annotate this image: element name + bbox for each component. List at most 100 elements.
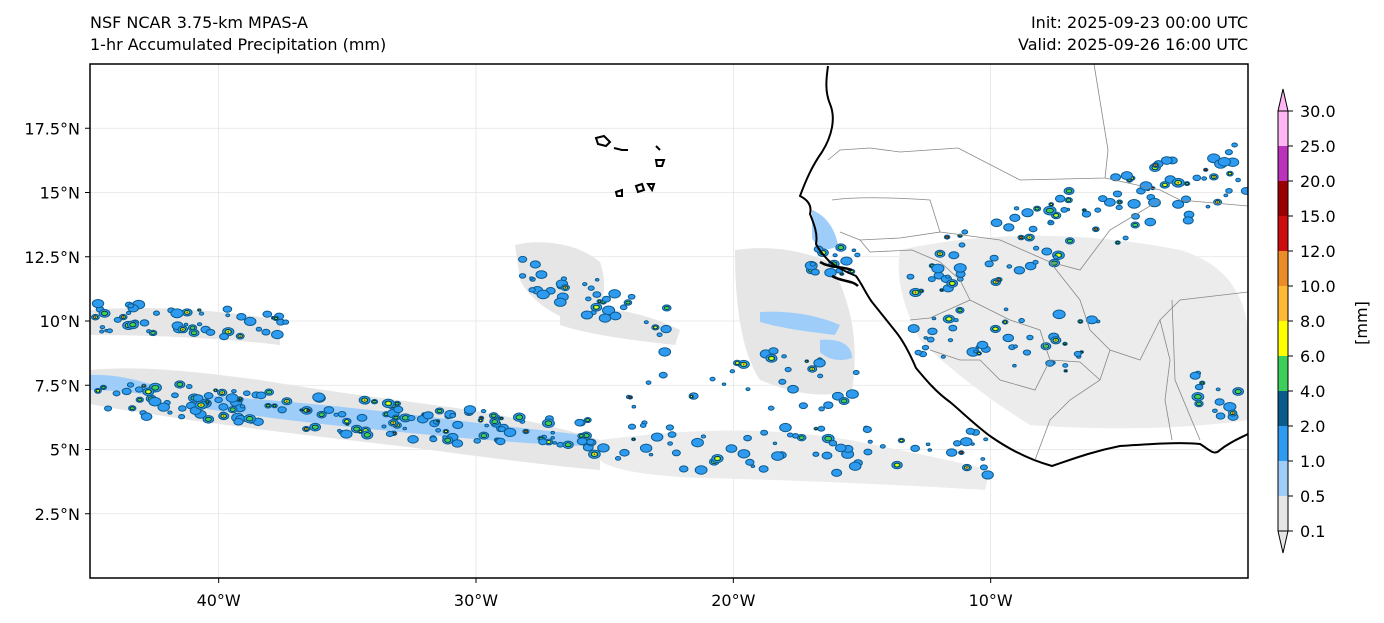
- precip-cell: [574, 419, 585, 426]
- precip-cell-contour: [1112, 190, 1123, 198]
- precip-cell-contour: [787, 384, 799, 394]
- precip-cell: [907, 274, 914, 280]
- precip-cell: [658, 347, 671, 357]
- precip-cell-contour: [1240, 187, 1248, 195]
- precip-cell: [640, 444, 652, 453]
- precip-cell: [811, 269, 820, 276]
- precip-cell: [1183, 216, 1194, 225]
- precip-cell-core: [690, 396, 693, 398]
- precip-cell-contour: [1006, 264, 1013, 269]
- precip-cell-contour: [854, 252, 861, 258]
- precip-cell: [835, 444, 847, 452]
- precip-cell-contour: [818, 406, 825, 412]
- precip-cell-contour: [170, 308, 184, 319]
- precip-cell: [1053, 255, 1058, 259]
- precip-cell: [667, 441, 673, 446]
- precip-cell-core: [564, 442, 572, 448]
- precip-cell-core: [480, 433, 487, 438]
- precip-cell: [122, 388, 132, 395]
- precip-cell-contour: [128, 405, 137, 412]
- precip-cell-contour: [927, 327, 938, 336]
- precip-cell: [785, 367, 792, 372]
- precip-cell-contour: [810, 268, 820, 276]
- precip-cell-contour: [817, 373, 824, 379]
- precip-cell-contour: [953, 263, 967, 273]
- precip-cell-contour: [934, 249, 946, 258]
- precip-cell: [745, 459, 754, 466]
- precip-cell: [981, 470, 994, 479]
- precip-cell-core: [222, 415, 225, 417]
- precip-cell-contour: [233, 417, 244, 426]
- precip-cell-contour: [1180, 195, 1192, 204]
- precip-cell-core: [394, 402, 400, 406]
- lon-tick-label: 30°W: [454, 591, 498, 610]
- precip-cell-contour: [1009, 213, 1021, 222]
- precip-cell: [312, 392, 325, 402]
- precip-cell-core: [564, 286, 567, 289]
- precip-cell-contour: [1144, 217, 1157, 227]
- precip-cell-contour: [148, 396, 162, 407]
- precip-cell: [518, 256, 527, 263]
- precip-cell-contour: [813, 358, 826, 368]
- precip-cell-contour: [219, 332, 229, 341]
- precip-cell: [186, 384, 193, 389]
- precip-cell-core: [1064, 369, 1067, 372]
- precip-cell: [946, 448, 957, 457]
- precip-cell-contour: [781, 354, 787, 359]
- precip-cell-core: [654, 326, 657, 329]
- colorbar-extend-min: [1277, 530, 1289, 554]
- precip-cell: [127, 303, 134, 308]
- precip-cell: [1190, 372, 1201, 380]
- precip-cell-contour: [312, 392, 326, 402]
- precip-cell-contour: [126, 382, 135, 388]
- precip-cell-contour: [550, 430, 556, 435]
- precip-cell: [484, 424, 489, 427]
- precip-cell: [657, 332, 663, 337]
- precip-cell-contour: [148, 329, 158, 337]
- precip-cell-core: [1046, 207, 1054, 214]
- precip-cell-core: [1063, 342, 1067, 345]
- precip-cell-core: [998, 278, 1000, 281]
- precip-cell-contour: [503, 427, 517, 438]
- precip-cell-contour: [178, 405, 187, 412]
- precip-cell-contour: [1012, 363, 1017, 368]
- precip-cell-contour: [538, 438, 548, 446]
- colorbar-segment: [1278, 111, 1288, 146]
- precip-cell-contour: [834, 443, 847, 453]
- precip-cell-contour: [1228, 409, 1238, 417]
- precip-cell-contour: [422, 411, 434, 420]
- precip-cell-core: [305, 428, 307, 430]
- precip-cell-contour: [407, 414, 416, 422]
- precip-area-lightblue: [812, 210, 838, 250]
- precip-cell-contour: [760, 429, 769, 436]
- precip-cell-contour: [1122, 235, 1129, 241]
- precip-cell: [928, 276, 936, 282]
- precipitation-field: [90, 142, 1248, 490]
- precip-cell-contour: [650, 432, 664, 442]
- precip-cell: [738, 449, 750, 459]
- precip-cell-contour: [135, 396, 144, 403]
- precip-cell-core: [372, 400, 377, 404]
- precip-cell-contour: [597, 443, 610, 453]
- precip-cell-contour: [255, 326, 263, 332]
- precip-cell: [787, 385, 799, 394]
- precip-cell: [853, 370, 860, 375]
- precip-cell: [333, 413, 339, 417]
- precip-cell: [602, 296, 611, 302]
- precip-cell-contour: [477, 418, 484, 423]
- precip-cell: [854, 253, 860, 257]
- precip-cell-contour: [1217, 157, 1231, 167]
- precip-cell-contour: [700, 434, 707, 439]
- precip-cell: [1003, 334, 1014, 342]
- precip-cell: [759, 465, 769, 473]
- precip-cell-contour: [711, 453, 724, 464]
- precip-cell: [1216, 412, 1225, 420]
- precip-cell-contour: [580, 310, 594, 320]
- precip-cell: [1003, 223, 1014, 231]
- precip-cell-core: [1194, 394, 1202, 400]
- precip-cell: [113, 390, 121, 396]
- precip-cell: [1029, 226, 1038, 232]
- precip-cell: [990, 255, 999, 262]
- colorbar-tick-label: 1.0: [1300, 452, 1325, 471]
- precip-cell: [519, 273, 526, 279]
